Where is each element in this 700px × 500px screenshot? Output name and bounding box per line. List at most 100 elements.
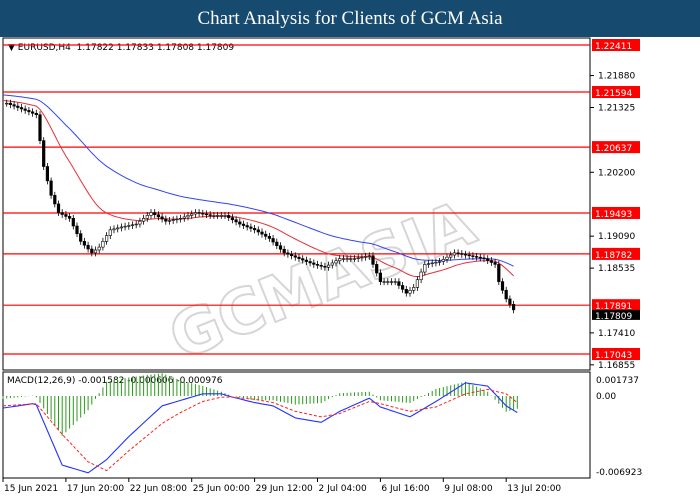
candle-body: [105, 235, 109, 242]
candle-body: [378, 272, 383, 282]
candle-body: [312, 262, 316, 265]
y-tick-label: 1.21325: [598, 104, 635, 114]
candle-body: [171, 219, 175, 221]
x-tick-label: 13 Jul 20:00: [507, 484, 561, 494]
candle-body: [304, 259, 309, 262]
candle-body: [197, 212, 201, 214]
x-tick-label: 6 Jul 16:00: [381, 484, 430, 494]
candle-body: [460, 253, 464, 255]
candle-body: [153, 212, 157, 216]
candle-body: [216, 215, 220, 217]
candle-body: [71, 218, 75, 227]
level-price-label: 1.19493: [595, 210, 632, 220]
candle-body: [497, 264, 501, 282]
level-price-tag: [592, 348, 640, 360]
candle-body: [68, 216, 72, 219]
candle-body: [419, 271, 423, 281]
macd-signal-line: [2, 388, 518, 472]
candle-body: [341, 258, 346, 260]
x-tick-label: 29 Jun 12:00: [256, 484, 313, 494]
candle-body: [253, 228, 257, 231]
candle-body: [23, 108, 27, 111]
candle-body: [16, 105, 20, 108]
level-price-label: 1.17043: [595, 351, 632, 361]
level-price-label: 1.18782: [595, 251, 632, 261]
candle-body: [208, 214, 212, 216]
candle-body: [367, 255, 371, 257]
candle-body: [175, 218, 179, 221]
level-price-tag: [592, 141, 640, 154]
y-tick-label: 1.18535: [598, 264, 635, 274]
ohlc-label: 1.17822 1.17833 1.17808 1.17809: [76, 43, 235, 53]
candle-body: [60, 212, 64, 215]
fast-moving-average-line: [2, 100, 514, 278]
level-price-tag: [592, 86, 640, 99]
symbol-label: EURUSD,H4: [17, 43, 71, 53]
candle-body: [138, 220, 142, 225]
candle-body: [149, 212, 153, 216]
macd-y-tick-label: 0.00: [596, 392, 616, 402]
candle-body: [130, 224, 135, 226]
candle-body: [134, 223, 138, 226]
candle-body: [397, 281, 401, 286]
candle-body: [345, 258, 349, 260]
slow-moving-average-line: [2, 94, 514, 267]
level-price-label: 1.20637: [595, 144, 632, 154]
dropdown-triangle-icon[interactable]: ▼: [8, 43, 15, 53]
x-tick-label: 17 Jun 20:00: [67, 484, 124, 494]
candle-body: [500, 281, 505, 291]
candle-body: [330, 262, 334, 266]
candle-body: [53, 194, 57, 205]
candle-body: [267, 236, 272, 239]
candle-body: [297, 256, 301, 259]
candle-body: [430, 262, 434, 265]
candle-body: [511, 304, 516, 311]
candle-body: [264, 233, 268, 237]
x-tick-label: 9 Jul 08:00: [444, 484, 493, 494]
candle-body: [474, 256, 479, 258]
candle-body: [30, 111, 35, 114]
candle-body: [201, 212, 205, 215]
candle-body: [415, 279, 420, 288]
candle-body: [271, 238, 275, 243]
candle-body: [434, 261, 438, 264]
y-tick-label: 1.21880: [598, 72, 635, 82]
candle-body: [75, 225, 79, 234]
candle-body: [249, 226, 253, 229]
x-tick-label: 2 Jul 04:00: [319, 484, 368, 494]
level-price-label: 1.21594: [595, 89, 632, 99]
candle-body: [193, 212, 198, 215]
macd-y-tick-label: 0.001737: [596, 376, 639, 386]
candle-body: [42, 140, 46, 167]
candle-body: [164, 218, 168, 222]
candle-body: [142, 218, 146, 222]
candle-body: [493, 262, 497, 265]
candle-body: [86, 244, 90, 250]
candle-body: [93, 249, 98, 254]
candle-body: [241, 223, 246, 226]
candle-body: [119, 226, 123, 229]
candle-body: [97, 246, 101, 251]
macd-main-line: [2, 382, 518, 474]
x-tick-label: 15 Jun 2021: [4, 484, 58, 494]
candle-body: [471, 255, 475, 257]
candle-body: [56, 203, 61, 213]
candle-body: [227, 215, 231, 218]
level-price-tag: [592, 247, 640, 260]
candle-body: [408, 289, 412, 294]
candle-body: [219, 215, 223, 217]
candle-body: [334, 260, 338, 264]
macd-header: MACD(12,26,9) -0.001582 -0.000606 -0.000…: [7, 376, 223, 386]
candle-body: [64, 214, 68, 217]
candle-body: [326, 264, 331, 268]
candle-body: [282, 248, 286, 254]
candle-body: [319, 265, 323, 267]
candle-body: [82, 241, 86, 246]
page-title: Chart Analysis for Clients of GCM Asia: [0, 0, 700, 37]
candle-body: [45, 166, 49, 182]
candle-body: [289, 254, 294, 257]
candle-body: [393, 281, 397, 283]
candle-body: [90, 248, 94, 254]
candle-body: [482, 257, 486, 259]
